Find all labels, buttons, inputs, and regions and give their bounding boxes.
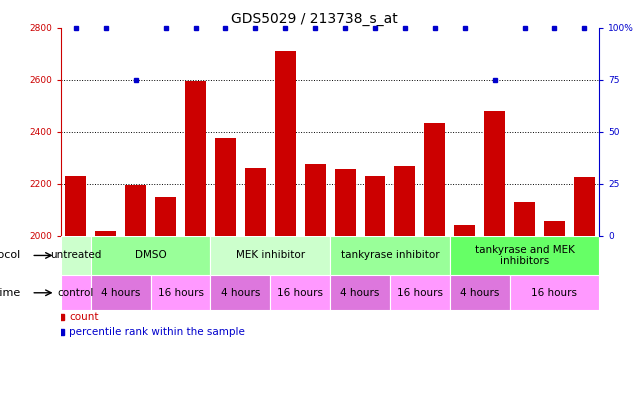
Text: GSM1340532: GSM1340532 (221, 236, 230, 296)
Title: GDS5029 / 213738_s_at: GDS5029 / 213738_s_at (231, 13, 397, 26)
Text: GSM1340530: GSM1340530 (520, 236, 529, 296)
Text: GSM1340536: GSM1340536 (340, 236, 349, 296)
Text: GSM1340534: GSM1340534 (460, 236, 469, 296)
Text: 16 hours: 16 hours (277, 288, 323, 298)
Text: GSM1340522: GSM1340522 (101, 236, 110, 296)
Bar (450, 275, 510, 310)
Bar (151, 275, 210, 310)
Bar (210, 275, 271, 310)
Bar (394, 165, 415, 236)
Bar (185, 81, 206, 236)
Text: GSM1340521: GSM1340521 (71, 236, 80, 296)
Bar (514, 202, 535, 236)
Text: GSM1340523: GSM1340523 (131, 236, 140, 296)
Text: protocol: protocol (0, 250, 21, 261)
Bar (365, 176, 385, 236)
Bar (330, 275, 390, 310)
Text: 4 hours: 4 hours (101, 288, 140, 298)
Text: 4 hours: 4 hours (340, 288, 379, 298)
Bar (510, 275, 599, 310)
Text: GSM1340524: GSM1340524 (161, 236, 170, 296)
Text: GSM1340535: GSM1340535 (311, 236, 320, 296)
Bar (275, 51, 296, 236)
Bar (61, 275, 91, 310)
Text: GSM1340531: GSM1340531 (191, 236, 200, 296)
Text: GSM1340537: GSM1340537 (550, 236, 559, 296)
Text: 16 hours: 16 hours (531, 288, 578, 298)
Text: percentile rank within the sample: percentile rank within the sample (69, 327, 245, 338)
Text: 4 hours: 4 hours (460, 288, 499, 298)
Bar (424, 123, 445, 236)
Text: GSM1340529: GSM1340529 (490, 236, 499, 296)
Bar (215, 138, 236, 236)
Bar (125, 185, 146, 236)
Text: GSM1340538: GSM1340538 (580, 236, 589, 296)
Text: tankyrase inhibitor: tankyrase inhibitor (340, 250, 439, 261)
Text: GSM1340528: GSM1340528 (281, 236, 290, 296)
Text: 16 hours: 16 hours (158, 288, 204, 298)
Bar (574, 177, 595, 236)
Bar (304, 164, 326, 236)
Text: time: time (0, 288, 21, 298)
Bar (484, 111, 505, 236)
Bar (65, 176, 87, 236)
Text: 4 hours: 4 hours (221, 288, 260, 298)
Text: count: count (69, 312, 99, 322)
Text: untreated: untreated (50, 250, 101, 261)
Bar (330, 236, 450, 275)
Bar (390, 275, 450, 310)
Text: GSM1340526: GSM1340526 (401, 236, 410, 296)
Bar (335, 169, 356, 236)
Bar (271, 275, 330, 310)
Text: DMSO: DMSO (135, 250, 167, 261)
Text: control: control (58, 288, 94, 298)
Bar (454, 225, 475, 236)
Bar (96, 231, 116, 236)
Bar (91, 275, 151, 310)
Bar (245, 168, 266, 236)
Text: MEK inhibitor: MEK inhibitor (236, 250, 305, 261)
Bar (91, 236, 210, 275)
Bar (210, 236, 330, 275)
Text: GSM1340525: GSM1340525 (370, 236, 379, 296)
Bar (544, 222, 565, 236)
Text: GSM1340527: GSM1340527 (251, 236, 260, 296)
Bar (61, 236, 91, 275)
Text: tankyrase and MEK
inhibitors: tankyrase and MEK inhibitors (474, 245, 574, 266)
Text: 16 hours: 16 hours (397, 288, 443, 298)
Bar (450, 236, 599, 275)
Bar (155, 197, 176, 236)
Text: GSM1340533: GSM1340533 (430, 236, 439, 296)
